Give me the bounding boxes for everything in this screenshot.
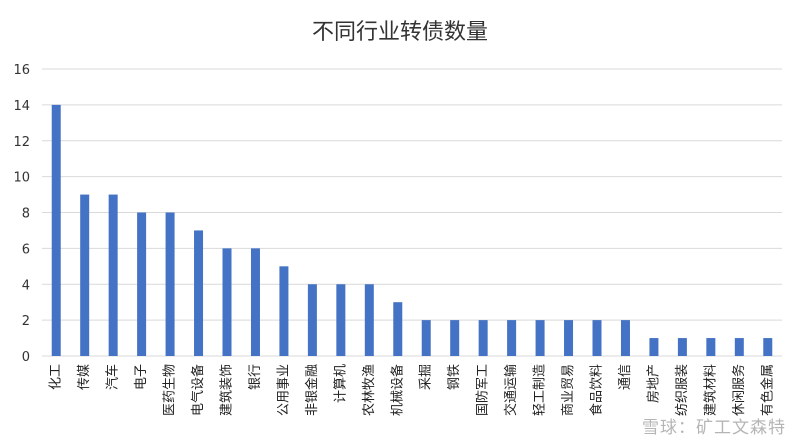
x-tick-label: 休闲服务 [731, 364, 747, 416]
x-tick-label: 电子 [134, 364, 149, 390]
bar [250, 248, 260, 356]
x-tick-label: 农林牧渔 [362, 364, 377, 416]
x-tick-label: 商业贸易 [561, 364, 576, 416]
bar [364, 284, 374, 356]
x-tick-label: 钢铁 [447, 364, 462, 390]
x-tick-label: 国防军工 [475, 364, 491, 416]
y-tick-label: 0 [22, 350, 30, 365]
x-tick-label: 汽车 [105, 364, 121, 390]
x-tick-label: 化工 [49, 364, 64, 390]
bar [307, 284, 317, 356]
bar [51, 104, 61, 356]
bar [421, 320, 431, 356]
x-tick-label: 轻工制造 [533, 364, 548, 416]
bar [649, 338, 659, 356]
x-tick-label: 建筑材料 [702, 364, 718, 416]
x-tick-label: 传媒 [77, 364, 92, 390]
y-tick-label: 4 [22, 278, 30, 293]
y-tick-label: 2 [22, 314, 30, 329]
y-tick-label: 6 [22, 242, 30, 257]
bar [507, 320, 517, 356]
bar [80, 194, 90, 356]
y-tick-label: 14 [13, 99, 30, 114]
x-tick-label: 非银金融 [304, 364, 320, 416]
y-tick-label: 16 [13, 63, 30, 78]
bar [393, 302, 403, 356]
watermark: 雪球：矿工文森特 [642, 418, 786, 438]
x-tick-label: 有色金属 [759, 364, 775, 416]
x-tick-label: 通信 [618, 364, 633, 390]
x-tick-label: 交通运输 [503, 364, 519, 416]
bar [677, 338, 687, 356]
bar [734, 338, 744, 356]
bar [763, 338, 773, 356]
bar [535, 320, 545, 356]
bar [165, 212, 175, 356]
bar [279, 266, 289, 356]
bar [137, 212, 147, 356]
x-tick-label: 建筑装饰 [219, 364, 235, 416]
bar [706, 338, 716, 356]
bar [564, 320, 574, 356]
x-tick-label: 电气设备 [190, 364, 206, 416]
x-tick-label: 公用事业 [276, 364, 291, 416]
y-tick-label: 8 [22, 207, 30, 222]
x-tick-label: 纺织服装 [675, 364, 690, 416]
y-tick-label: 10 [13, 171, 30, 186]
x-tick-label: 房地产 [645, 364, 661, 403]
x-tick-label: 医药生物 [163, 364, 178, 416]
x-tick-label: 机械设备 [389, 364, 405, 416]
bar [620, 320, 630, 356]
y-tick-label: 12 [13, 135, 30, 150]
x-tick-label: 采掘 [419, 364, 434, 390]
chart-title: 不同行业转债数量 [311, 20, 488, 45]
bar [450, 320, 460, 356]
bar [194, 230, 204, 356]
x-tick-label: 食品饮料 [589, 364, 605, 416]
x-tick-label: 银行 [248, 364, 263, 390]
bar [108, 194, 118, 356]
x-tick-label: 计算机 [333, 364, 348, 403]
bar [336, 284, 346, 356]
bar [592, 320, 602, 356]
bar [222, 248, 232, 356]
bar [478, 320, 488, 356]
